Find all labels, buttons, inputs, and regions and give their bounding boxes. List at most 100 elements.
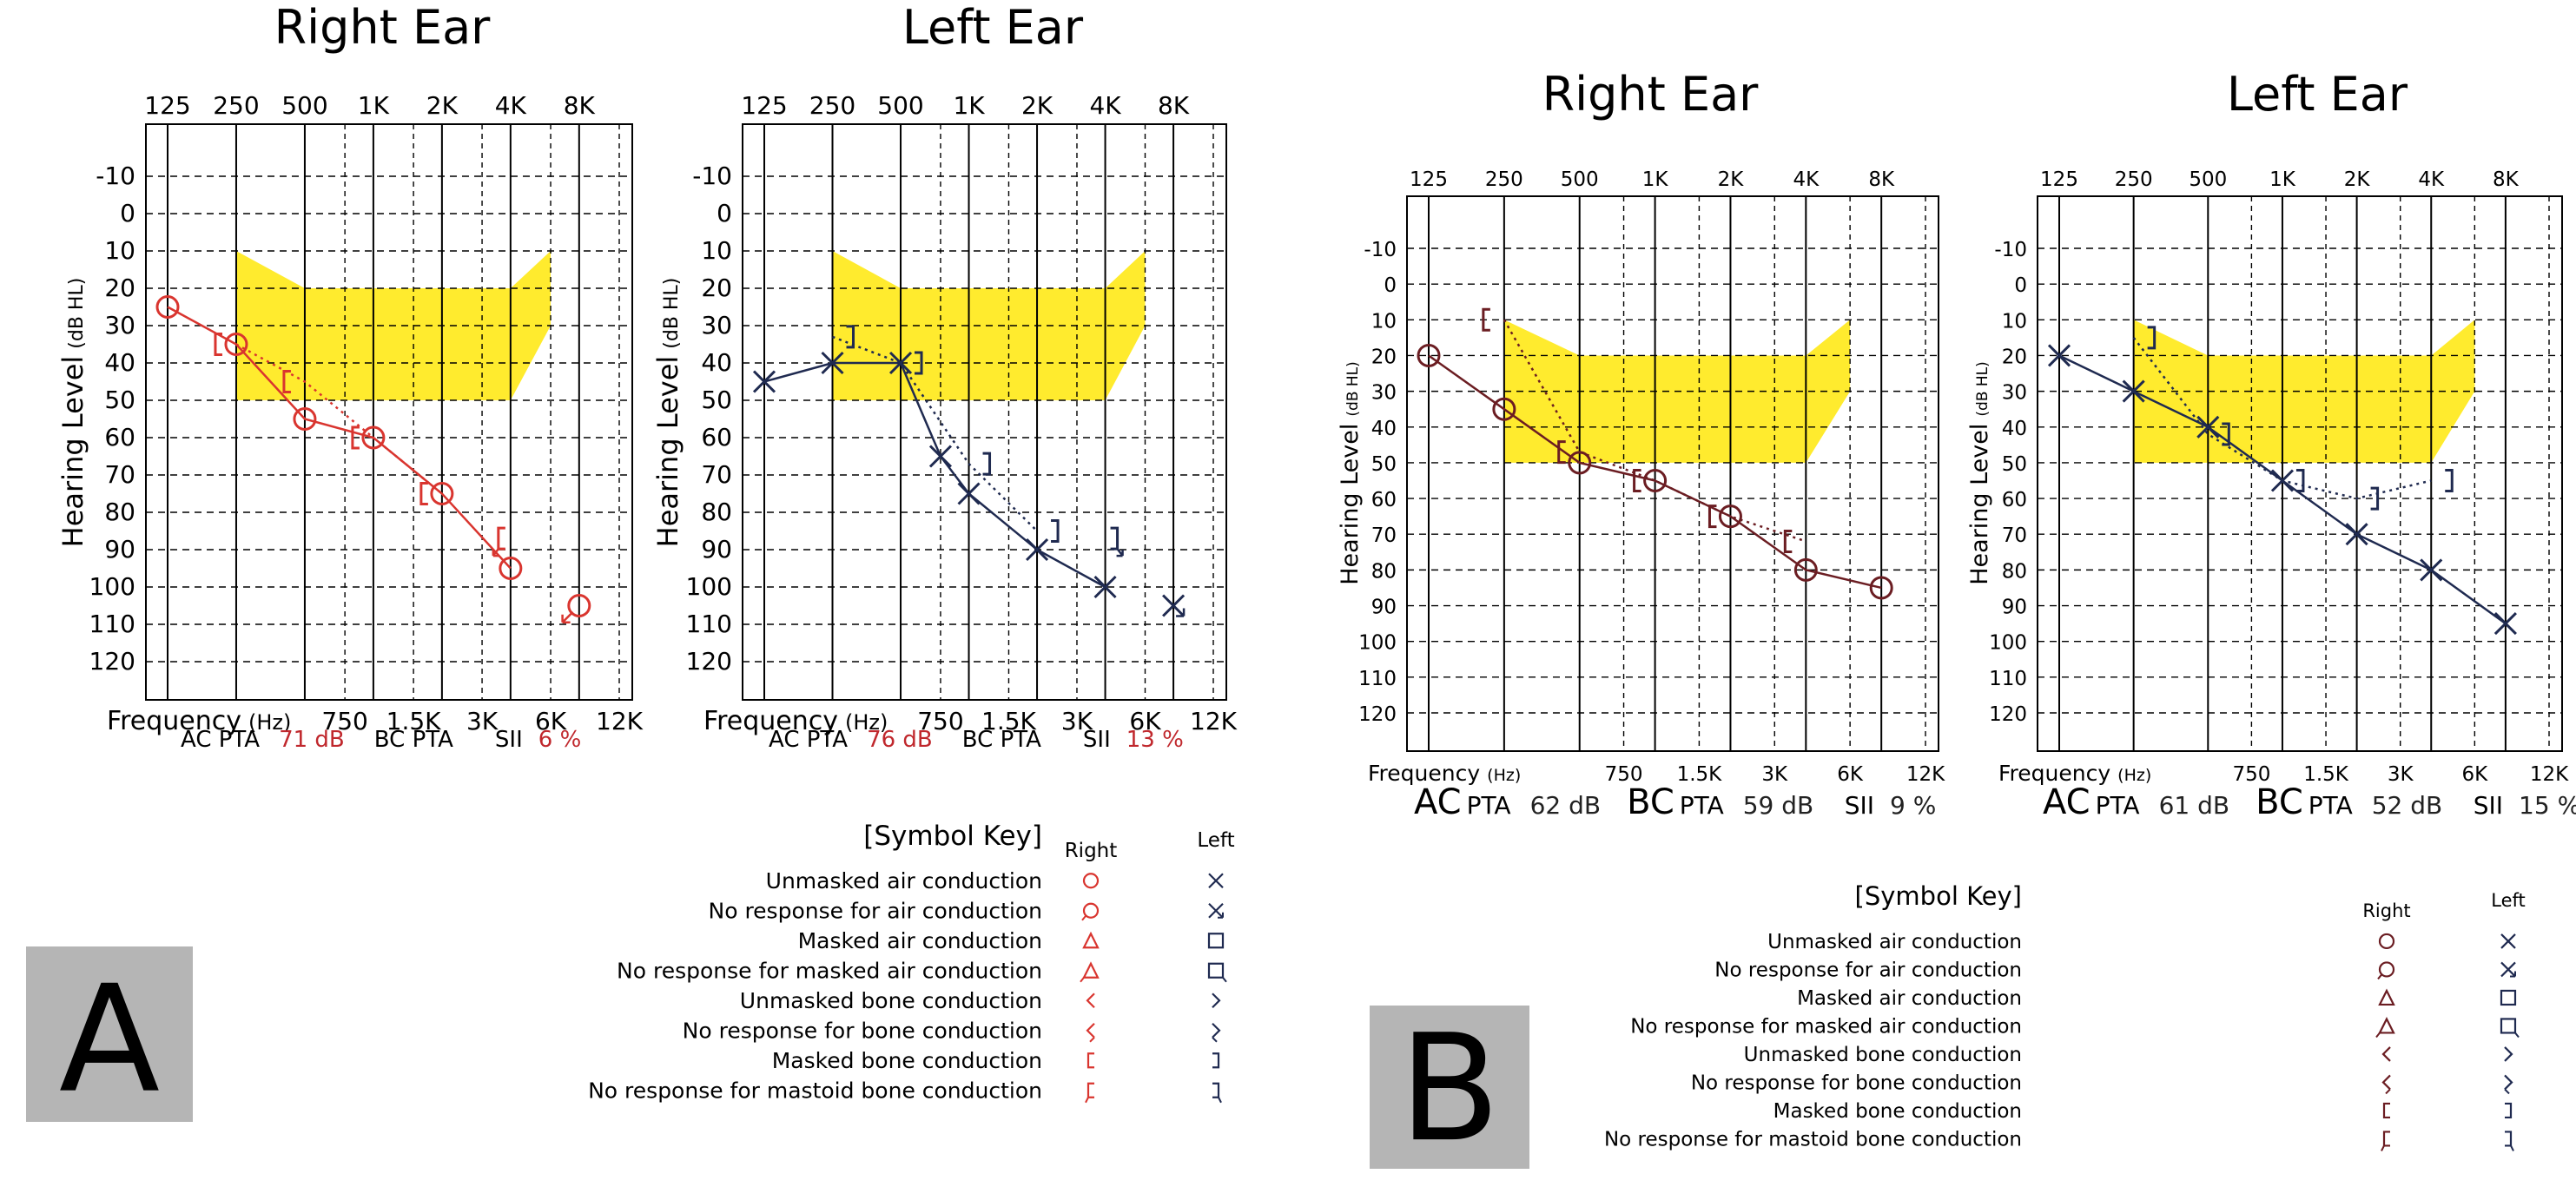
key-symbol-arrow [2504, 1088, 2510, 1095]
y-tick-label: 40 [1371, 418, 1397, 440]
top-tick-label: 125 [741, 91, 787, 120]
y-axis-label: Hearing Level (dB HL) [651, 278, 684, 548]
bone-conduction-marker [2445, 469, 2454, 492]
key-symbol [1212, 1052, 1220, 1069]
key-symbol [2504, 1074, 2513, 1091]
key-symbol [2382, 1102, 2390, 1119]
x-axis-label-unit: (Hz) [2117, 766, 2151, 785]
key-symbol [2378, 933, 2395, 950]
symbol-key-row-label: No response for bone conduction [1691, 1072, 2022, 1095]
key-symbol [1212, 1022, 1221, 1039]
bc-pta-label: BC PTA [962, 727, 1041, 753]
symbol-key-right-header: Right [2362, 900, 2410, 921]
air-conduction-marker [1093, 575, 1117, 599]
panel-label: A [59, 954, 160, 1126]
symbol-key-row-label: No response for mastoid bone conduction [1604, 1129, 2022, 1151]
symbol-key-row-label: Unmasked air conduction [1767, 931, 2022, 953]
air-conduction-line [167, 306, 512, 570]
key-symbol [2504, 1046, 2513, 1062]
y-tick-label: 100 [1358, 632, 1397, 655]
air-conduction-marker [499, 557, 523, 580]
y-axis-label-unit: (dB HL) [1974, 361, 1991, 416]
top-tick-label: 8K [1868, 168, 1895, 191]
bone-conduction-marker [214, 333, 222, 356]
x-axis-label: Frequency (Hz) [1998, 761, 2151, 786]
ac-label: AC [1414, 782, 1462, 822]
bottom-tick-label: 6K [1129, 707, 1161, 735]
y-tick-label: 60 [2002, 489, 2027, 511]
bone-conduction-marker [1633, 469, 1641, 492]
x-axis-label: Frequency (Hz) [107, 706, 291, 736]
key-symbol [2500, 933, 2516, 949]
chart-title: Left Ear [2227, 67, 2408, 122]
bottom-tick-label: 1.5K [1677, 763, 1723, 786]
y-tick-label: 0 [717, 199, 732, 228]
key-symbol [2378, 1016, 2395, 1034]
y-tick-label: 100 [686, 572, 732, 601]
air-conduction-marker [957, 482, 981, 505]
symbol-key-row-label: No response for mastoid bone conduction [588, 1078, 1042, 1104]
y-tick-label: 20 [1371, 346, 1397, 368]
key-symbol [1082, 873, 1100, 889]
key-symbol [1208, 902, 1224, 919]
bone-conduction-marker [1707, 504, 1717, 529]
bottom-tick-label: 1.5K [386, 707, 442, 735]
y-tick-label: 40 [701, 348, 732, 377]
symbol-key-row-label: Masked bone conduction [1773, 1100, 2022, 1123]
bone-no-response-marker [497, 526, 505, 551]
chart-title: Right Ear [1542, 67, 1760, 122]
air-conduction-marker [1718, 504, 1742, 529]
top-tick-label: 250 [213, 91, 259, 120]
y-tick-label: 100 [1989, 632, 2027, 655]
bc-label: BC [1627, 782, 1674, 822]
air-conduction-marker [1643, 469, 1668, 492]
y-tick-label: 40 [104, 348, 135, 377]
sii-value: 9 % [1890, 791, 1936, 820]
chart-title: Left Ear [902, 0, 1084, 55]
bone-conduction-marker [1051, 519, 1060, 543]
bone-conduction-line [235, 343, 443, 495]
top-tick-label: 500 [1561, 168, 1599, 191]
symbol-key: [Symbol Key] Right Left Unmasked air conduc… [588, 821, 1235, 1104]
y-axis-label-unit: (dB HL) [66, 278, 88, 349]
key-symbol [2382, 1131, 2390, 1147]
symbol-key-title: [Symbol Key] [863, 821, 1042, 852]
air-conduction-marker [821, 351, 844, 375]
air-conduction-marker [293, 407, 317, 431]
top-tick-label: 500 [877, 91, 923, 120]
bc-sub: PTA [1680, 791, 1724, 820]
key-symbol-arrow [2510, 1145, 2514, 1151]
y-tick-label: 60 [1371, 489, 1397, 511]
pta-summary: AC PTA 62 dB BC PTA 59 dB SII 9 % [1414, 782, 1936, 822]
air-conduction-marker [2493, 612, 2517, 636]
key-symbol-arrow [2514, 1032, 2520, 1039]
y-tick-label: 80 [104, 498, 135, 526]
bone-conduction-marker [2222, 422, 2230, 446]
key-symbol-arrow [1085, 1097, 1089, 1104]
top-tick-label: 250 [1485, 168, 1523, 191]
bc-pta-label: BC PTA [374, 727, 453, 753]
y-tick-label: 110 [1989, 668, 2027, 690]
air-conduction-marker [224, 333, 248, 356]
bone-conduction-marker [2370, 486, 2380, 511]
key-symbol [2500, 961, 2516, 978]
x-axis-label: Frequency (Hz) [703, 706, 888, 736]
symbol-key-row-label: Masked air conduction [1797, 987, 2022, 1010]
y-axis-label-text: Hearing Level [651, 356, 684, 548]
key-symbol [1087, 1052, 1094, 1069]
top-tick-label: 500 [2189, 168, 2227, 191]
x-axis-label-text: Frequency [107, 706, 241, 736]
top-tick-label: 125 [144, 91, 190, 120]
ac-pta-value: 62 dB [1530, 791, 1602, 820]
bottom-tick-label: 3K [1761, 763, 1788, 786]
top-tick-label: 4K [1793, 168, 1820, 191]
y-tick-label: 80 [701, 498, 732, 526]
bc-label: BC [2256, 782, 2303, 822]
y-tick-label: 0 [120, 199, 135, 228]
bottom-tick-label: 1.5K [981, 707, 1037, 735]
key-symbol-arrow [1222, 977, 1227, 983]
key-symbol-arrow [1218, 912, 1224, 919]
y-tick-label: 50 [1371, 453, 1397, 476]
ac-pta-label: AC PTA [181, 727, 260, 753]
